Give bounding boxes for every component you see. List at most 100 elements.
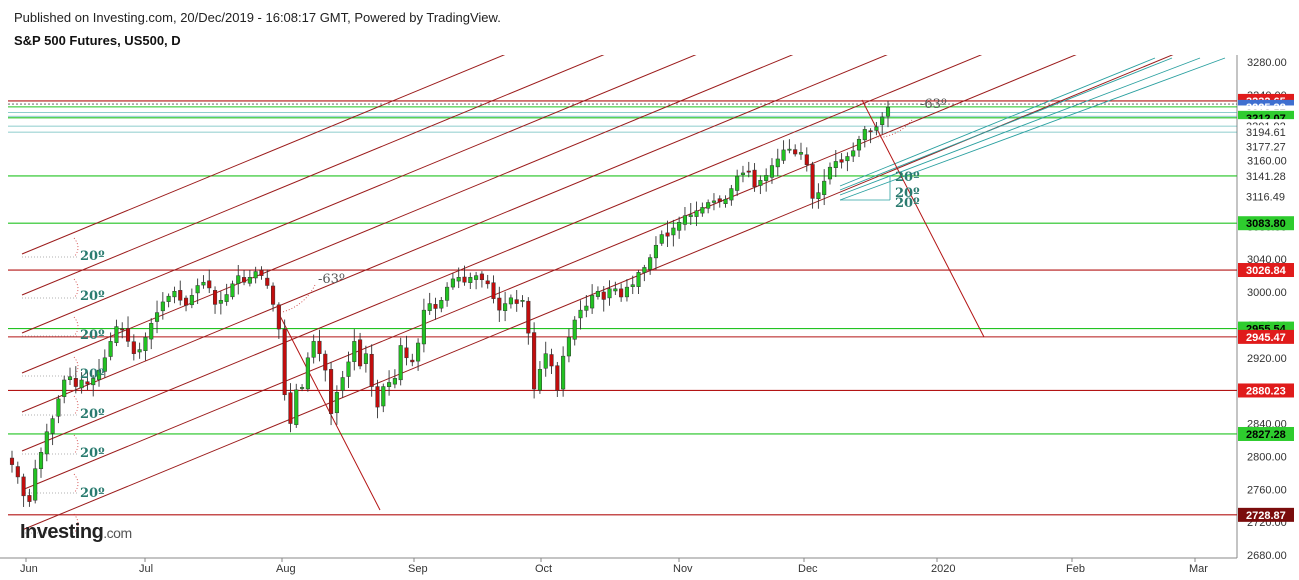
candle[interactable] xyxy=(746,161,751,178)
candle[interactable] xyxy=(827,162,833,185)
candle[interactable] xyxy=(427,292,432,315)
candle[interactable] xyxy=(856,135,862,157)
candle[interactable] xyxy=(595,286,600,300)
candle[interactable] xyxy=(352,329,357,371)
candle[interactable] xyxy=(178,280,183,306)
candle[interactable] xyxy=(433,297,438,320)
candle[interactable] xyxy=(73,366,78,394)
candle[interactable] xyxy=(474,271,479,290)
candle[interactable] xyxy=(793,144,798,157)
candle[interactable] xyxy=(236,264,241,295)
candle[interactable] xyxy=(85,371,90,391)
candle[interactable] xyxy=(160,292,165,320)
candle[interactable] xyxy=(532,322,537,399)
candle[interactable] xyxy=(317,329,322,362)
candle[interactable] xyxy=(880,112,885,135)
candle[interactable] xyxy=(259,266,264,280)
candle[interactable] xyxy=(398,337,403,386)
candle[interactable] xyxy=(526,297,531,345)
candle[interactable] xyxy=(561,346,566,397)
candle[interactable] xyxy=(717,195,722,208)
candle[interactable] xyxy=(822,169,827,206)
candle[interactable] xyxy=(479,271,484,288)
candle[interactable] xyxy=(363,345,368,373)
candle[interactable] xyxy=(183,295,189,312)
candle[interactable] xyxy=(584,295,589,318)
candle[interactable] xyxy=(497,286,502,322)
candle[interactable] xyxy=(253,266,258,284)
candle[interactable] xyxy=(166,293,171,308)
candle[interactable] xyxy=(125,316,131,348)
candle[interactable] xyxy=(653,236,658,270)
candle[interactable] xyxy=(329,361,334,426)
candlestick-series[interactable] xyxy=(9,100,891,507)
candle[interactable] xyxy=(503,291,508,322)
candle[interactable] xyxy=(462,265,467,286)
candle[interactable] xyxy=(305,352,310,392)
candle[interactable] xyxy=(566,328,571,363)
candle[interactable] xyxy=(212,286,218,314)
candle[interactable] xyxy=(659,230,664,246)
candle[interactable] xyxy=(102,349,107,378)
candle[interactable] xyxy=(682,206,688,231)
candle[interactable] xyxy=(862,126,867,148)
candle[interactable] xyxy=(340,370,345,398)
candle[interactable] xyxy=(189,288,194,309)
candle[interactable] xyxy=(700,202,705,217)
candle[interactable] xyxy=(572,316,577,346)
candle[interactable] xyxy=(485,274,490,289)
candle[interactable] xyxy=(154,300,160,334)
candle[interactable] xyxy=(137,342,142,359)
candle[interactable] xyxy=(96,358,102,387)
candle[interactable] xyxy=(468,272,473,289)
candle[interactable] xyxy=(694,201,699,227)
candle[interactable] xyxy=(688,203,693,225)
candle[interactable] xyxy=(207,269,212,294)
candle[interactable] xyxy=(555,361,560,397)
candle[interactable] xyxy=(50,415,55,446)
candle[interactable] xyxy=(311,334,316,364)
candle[interactable] xyxy=(56,395,61,424)
candle[interactable] xyxy=(868,128,873,144)
candle[interactable] xyxy=(642,264,647,282)
candle[interactable] xyxy=(15,461,20,484)
candle[interactable] xyxy=(537,361,542,394)
candle[interactable] xyxy=(410,353,415,367)
candle[interactable] xyxy=(520,295,525,308)
candle[interactable] xyxy=(21,473,26,507)
candle[interactable] xyxy=(752,163,757,192)
candle[interactable] xyxy=(833,150,838,178)
candle[interactable] xyxy=(375,379,380,419)
candle[interactable] xyxy=(265,269,270,289)
candle[interactable] xyxy=(706,199,711,214)
candle[interactable] xyxy=(33,459,38,504)
candle[interactable] xyxy=(804,147,809,172)
candle[interactable] xyxy=(874,122,879,136)
candle[interactable] xyxy=(735,169,740,197)
candle[interactable] xyxy=(358,332,363,370)
candle[interactable] xyxy=(300,384,305,392)
candle[interactable] xyxy=(578,300,583,330)
candle[interactable] xyxy=(624,279,629,302)
candle[interactable] xyxy=(201,275,206,289)
candle[interactable] xyxy=(381,383,386,413)
candle[interactable] xyxy=(816,183,821,209)
candle[interactable] xyxy=(369,344,374,397)
candle[interactable] xyxy=(282,319,287,401)
candle[interactable] xyxy=(9,450,15,473)
candle[interactable] xyxy=(38,447,44,478)
candle[interactable] xyxy=(885,100,891,128)
candle[interactable] xyxy=(67,367,73,385)
candle[interactable] xyxy=(195,278,200,305)
candle[interactable] xyxy=(729,184,734,206)
candle[interactable] xyxy=(392,369,397,389)
candle[interactable] xyxy=(62,375,67,404)
candle[interactable] xyxy=(288,383,293,433)
price-axis-area[interactable] xyxy=(1237,55,1299,560)
candle[interactable] xyxy=(456,267,461,289)
candle[interactable] xyxy=(247,269,252,287)
candle[interactable] xyxy=(781,140,786,164)
candle[interactable] xyxy=(120,322,125,339)
candle[interactable] xyxy=(845,152,850,172)
